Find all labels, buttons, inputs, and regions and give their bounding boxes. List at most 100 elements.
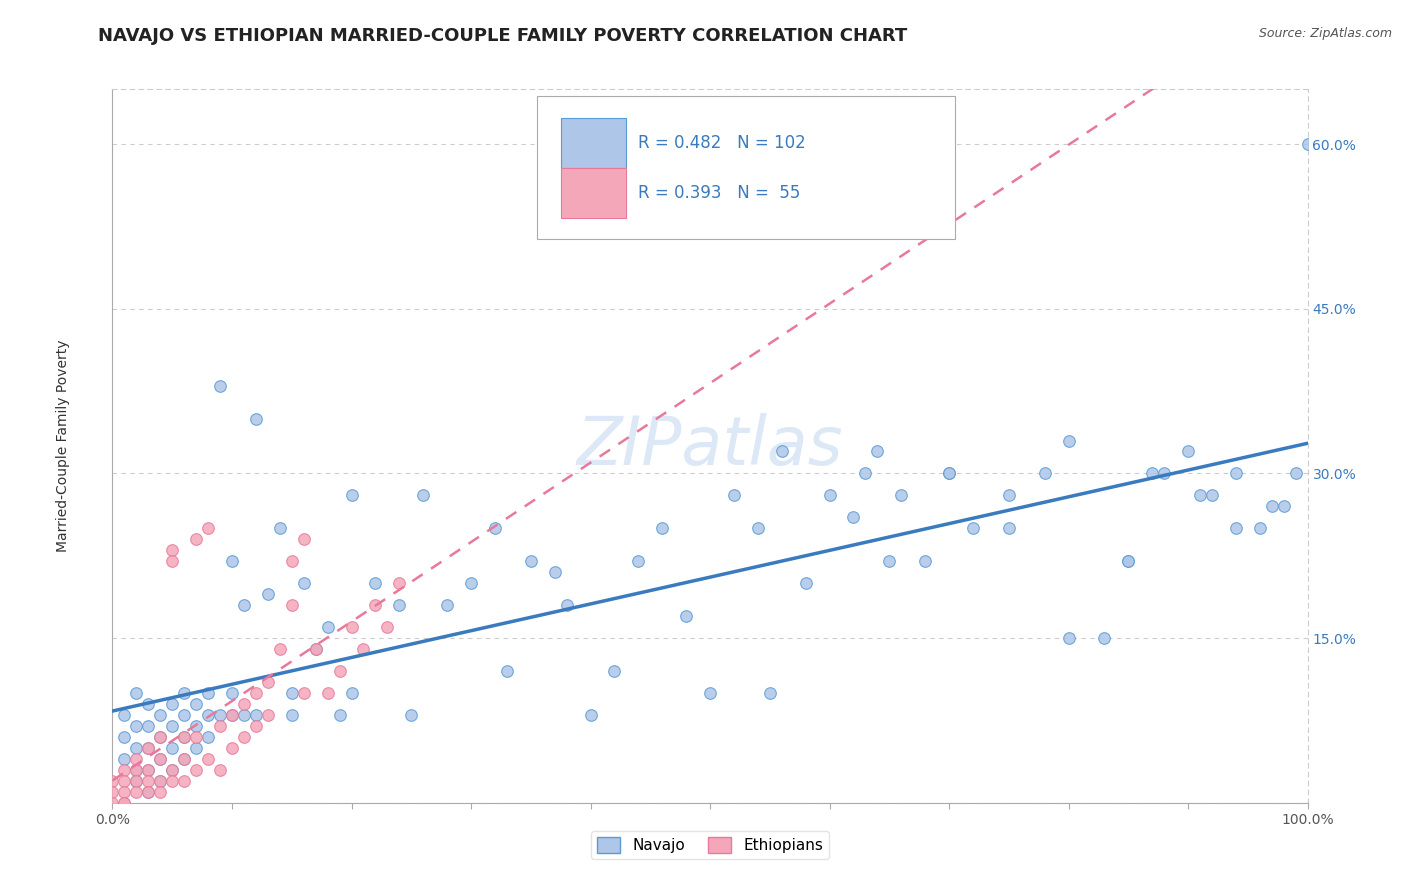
Point: [197, 730, 219, 744]
Point: [162, 719, 183, 733]
Point: [316, 620, 339, 634]
Point: [292, 533, 315, 547]
Point: [114, 708, 135, 723]
Point: [484, 521, 506, 535]
Point: [114, 773, 135, 788]
Point: [998, 521, 1021, 535]
Point: [138, 697, 160, 711]
Point: [101, 785, 124, 799]
Point: [1033, 467, 1056, 481]
Point: [162, 740, 183, 755]
Point: [138, 740, 160, 755]
Point: [125, 785, 148, 799]
Point: [186, 533, 208, 547]
FancyBboxPatch shape: [537, 96, 955, 239]
Point: [138, 740, 160, 755]
Text: R = 0.393   N =  55: R = 0.393 N = 55: [638, 184, 800, 202]
Point: [209, 719, 232, 733]
Point: [401, 708, 423, 723]
Point: [162, 763, 183, 777]
Point: [866, 444, 889, 458]
Point: [125, 686, 148, 700]
Point: [340, 620, 363, 634]
Point: [125, 752, 148, 766]
Point: [257, 675, 280, 690]
Point: [770, 444, 793, 458]
Point: [162, 763, 183, 777]
Point: [173, 773, 195, 788]
Point: [125, 763, 148, 777]
Point: [1261, 500, 1284, 514]
Point: [221, 554, 243, 568]
Point: [352, 642, 374, 657]
Point: [1118, 554, 1140, 568]
Text: R = 0.482   N = 102: R = 0.482 N = 102: [638, 134, 806, 152]
Point: [842, 510, 865, 524]
Point: [269, 521, 291, 535]
Point: [1118, 554, 1140, 568]
Point: [149, 785, 172, 799]
Point: [555, 598, 578, 612]
Point: [125, 763, 148, 777]
Point: [962, 521, 984, 535]
Point: [138, 763, 160, 777]
Point: [138, 719, 160, 733]
Point: [221, 740, 243, 755]
Point: [173, 752, 195, 766]
Point: [125, 719, 148, 733]
Point: [675, 609, 697, 624]
Point: [747, 521, 769, 535]
Point: [1142, 467, 1164, 481]
Point: [723, 488, 745, 502]
Point: [281, 598, 304, 612]
Point: [173, 730, 195, 744]
Point: [245, 708, 267, 723]
Point: [1189, 488, 1212, 502]
Point: [173, 708, 195, 723]
Point: [292, 686, 315, 700]
FancyBboxPatch shape: [561, 168, 627, 218]
Point: [233, 598, 256, 612]
Point: [209, 763, 232, 777]
Point: [496, 664, 519, 678]
Point: [209, 708, 232, 723]
Point: [162, 773, 183, 788]
Point: [186, 730, 208, 744]
Point: [914, 554, 936, 568]
Point: [699, 686, 721, 700]
Point: [209, 378, 232, 392]
Text: Source: ZipAtlas.com: Source: ZipAtlas.com: [1258, 27, 1392, 40]
Point: [412, 488, 434, 502]
Point: [173, 730, 195, 744]
Point: [114, 763, 135, 777]
Point: [233, 708, 256, 723]
Point: [1272, 500, 1295, 514]
Point: [101, 773, 124, 788]
Point: [1225, 521, 1247, 535]
Point: [149, 730, 172, 744]
Point: [114, 796, 135, 810]
Point: [329, 708, 352, 723]
Point: [281, 686, 304, 700]
Point: [329, 664, 352, 678]
Point: [149, 708, 172, 723]
Point: [377, 620, 399, 634]
Point: [245, 686, 267, 700]
Point: [1285, 467, 1308, 481]
Point: [197, 752, 219, 766]
Point: [388, 598, 411, 612]
Point: [890, 488, 912, 502]
Point: [197, 686, 219, 700]
Point: [114, 785, 135, 799]
Point: [998, 488, 1021, 502]
Point: [245, 719, 267, 733]
Point: [579, 708, 602, 723]
Point: [879, 554, 901, 568]
Point: [186, 719, 208, 733]
Point: [292, 576, 315, 591]
Point: [138, 785, 160, 799]
Point: [938, 467, 960, 481]
Point: [520, 554, 543, 568]
Point: [1094, 631, 1116, 645]
Point: [460, 576, 482, 591]
